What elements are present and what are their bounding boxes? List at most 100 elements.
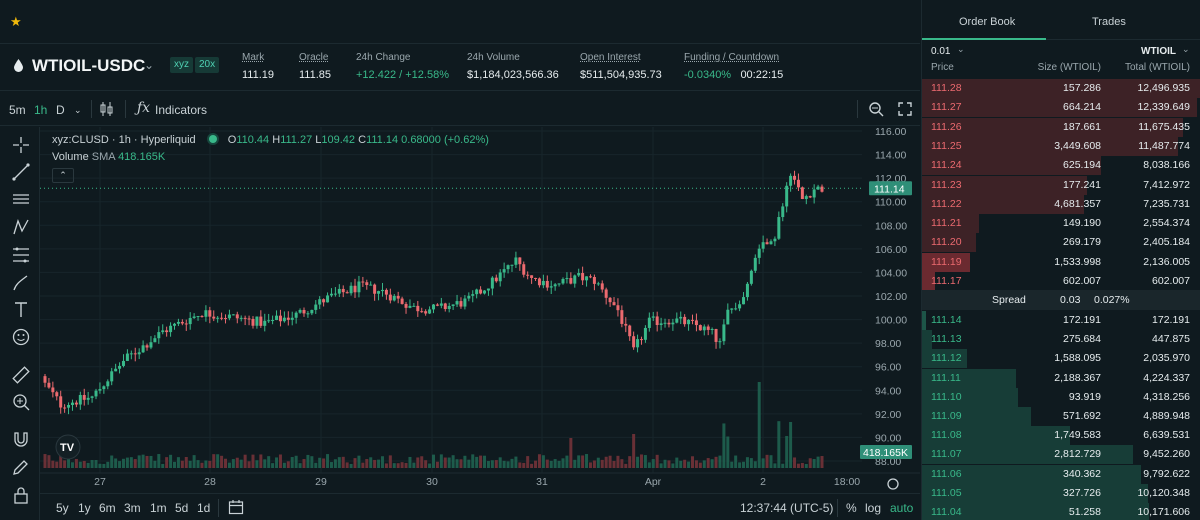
ask-total: 7,412.972: [1143, 178, 1190, 191]
depth-bar: [922, 503, 1150, 520]
candle: [90, 395, 94, 403]
interval-5m[interactable]: 5m: [9, 103, 26, 117]
fullscreen-icon[interactable]: [898, 102, 912, 116]
bid-row[interactable]: 111.05 327.726 10,120.348: [922, 483, 1200, 504]
ask-row[interactable]: 111.27 664.214 12,339.649: [922, 97, 1200, 118]
function-icon[interactable]: ƒx: [137, 100, 151, 116]
magnet-icon[interactable]: [11, 429, 31, 449]
ruler-icon[interactable]: [11, 365, 31, 385]
candle: [220, 312, 224, 321]
range-5d[interactable]: 5d: [175, 501, 189, 515]
ask-row[interactable]: 111.26 187.661 11,675.435: [922, 117, 1200, 138]
candle: [816, 184, 820, 190]
price-chart[interactable]: 116.00114.00112.00110.00108.00106.00104.…: [40, 127, 920, 493]
bid-row[interactable]: 111.14 172.191 172.191: [922, 310, 1200, 331]
horizontal-lines-icon[interactable]: [11, 189, 31, 209]
candle: [765, 238, 769, 245]
candle: [742, 292, 746, 305]
interval-d[interactable]: D: [56, 103, 65, 117]
range-1y[interactable]: 1y: [78, 501, 91, 515]
ask-row[interactable]: 111.25 3,449.608 11,487.774: [922, 136, 1200, 157]
candle: [745, 281, 749, 301]
range-5y[interactable]: 5y: [56, 501, 69, 515]
volume-bar: [455, 459, 459, 468]
tab-trades[interactable]: Trades: [1092, 16, 1126, 28]
candle: [86, 391, 90, 405]
chevron-down-icon[interactable]: ⌄: [144, 58, 155, 72]
bid-row[interactable]: 111.13 275.684 447.875: [922, 329, 1200, 350]
indicators-button[interactable]: Indicators: [155, 103, 208, 117]
brush-icon[interactable]: [11, 273, 31, 293]
candle: [781, 203, 785, 222]
zoom-in-icon[interactable]: [11, 392, 31, 412]
candle: [588, 274, 592, 279]
ask-row[interactable]: 111.23 177.241 7,412.972: [922, 175, 1200, 196]
emoji-icon[interactable]: [11, 327, 31, 347]
volume-bar: [514, 456, 518, 468]
bid-price: 111.14: [931, 314, 962, 326]
legend-collapse-button[interactable]: ⌃: [52, 168, 74, 183]
ask-row[interactable]: 111.17 602.007 602.007: [922, 271, 1200, 292]
tab-order-book[interactable]: Order Book: [959, 16, 1016, 28]
bid-row[interactable]: 111.07 2,812.729 9,452.260: [922, 444, 1200, 465]
pattern-icon[interactable]: [11, 217, 31, 237]
bid-size: 2,188.367: [1054, 371, 1101, 384]
volume-bar: [318, 457, 322, 468]
auto-toggle[interactable]: auto: [890, 501, 914, 515]
ask-row[interactable]: 111.19 1,533.998 2,136.005: [922, 252, 1200, 273]
ask-size: 1,533.998: [1054, 255, 1101, 268]
volume-bar: [314, 462, 318, 468]
pencil-lock-icon[interactable]: [11, 457, 31, 477]
ask-row[interactable]: 111.21 149.190 2,554.374: [922, 213, 1200, 234]
chevron-down-icon[interactable]: ⌄: [1182, 44, 1190, 54]
chevron-down-icon[interactable]: ⌄: [74, 105, 82, 115]
bid-row[interactable]: 111.12 1,588.095 2,035.970: [922, 348, 1200, 369]
bid-row[interactable]: 111.08 1,749.583 6,639.531: [922, 425, 1200, 446]
tick-size-select[interactable]: 0.01: [931, 46, 951, 57]
fib-icon[interactable]: [11, 245, 31, 265]
bid-row[interactable]: 111.09 571.692 4,889.948: [922, 406, 1200, 427]
volume-bar: [467, 459, 471, 468]
unit-select[interactable]: WTIOIL: [1141, 46, 1176, 57]
ask-row[interactable]: 111.24 625.194 8,038.166: [922, 155, 1200, 176]
volume-bar: [726, 436, 730, 468]
bid-row[interactable]: 111.10 93.919 4,318.256: [922, 387, 1200, 408]
star-icon[interactable]: ★: [10, 14, 22, 29]
range-1m[interactable]: 1m: [150, 501, 167, 515]
camera-icon[interactable]: [868, 101, 884, 117]
market-name[interactable]: WTIOIL-USDC: [32, 56, 146, 75]
percent-toggle[interactable]: %: [846, 501, 857, 515]
ask-row[interactable]: 111.22 4,681.357 7,235.731: [922, 194, 1200, 215]
interval-1h[interactable]: 1h: [34, 103, 48, 117]
candles-icon[interactable]: [100, 101, 114, 117]
candle: [224, 314, 228, 324]
text-icon[interactable]: [11, 300, 31, 320]
bid-row[interactable]: 111.04 51.258 10,171.606: [922, 502, 1200, 520]
calendar-icon[interactable]: [228, 499, 244, 515]
ask-price: 111.20: [931, 236, 962, 249]
volume-bar: [510, 458, 514, 468]
lock-icon[interactable]: [11, 485, 31, 505]
chevron-down-icon[interactable]: ⌄: [957, 44, 965, 54]
range-3m[interactable]: 3m: [124, 501, 141, 515]
candle: [176, 318, 180, 327]
candle: [506, 264, 510, 274]
bid-price: 111.13: [931, 333, 962, 346]
bid-row[interactable]: 111.06 340.362 9,792.622: [922, 464, 1200, 485]
volume-bar: [275, 457, 279, 468]
price-tick-label: 90.00: [875, 432, 901, 444]
crosshair-icon[interactable]: [11, 135, 31, 155]
volume-bar: [235, 457, 239, 468]
ask-row[interactable]: 111.20 269.179 2,405.184: [922, 232, 1200, 253]
range-6m[interactable]: 6m: [99, 501, 116, 515]
range-1d[interactable]: 1d: [197, 501, 211, 515]
log-toggle[interactable]: log: [865, 501, 882, 515]
bid-row[interactable]: 111.11 2,188.367 4,224.337: [922, 368, 1200, 389]
leverage-badge[interactable]: 20x: [195, 57, 220, 73]
volume-bar: [785, 436, 789, 468]
candle: [820, 184, 824, 193]
bid-total: 447.875: [1152, 333, 1190, 346]
trendline-icon[interactable]: [11, 162, 31, 182]
candle: [620, 305, 624, 328]
ask-row[interactable]: 111.28 157.286 12,496.935: [922, 78, 1200, 99]
